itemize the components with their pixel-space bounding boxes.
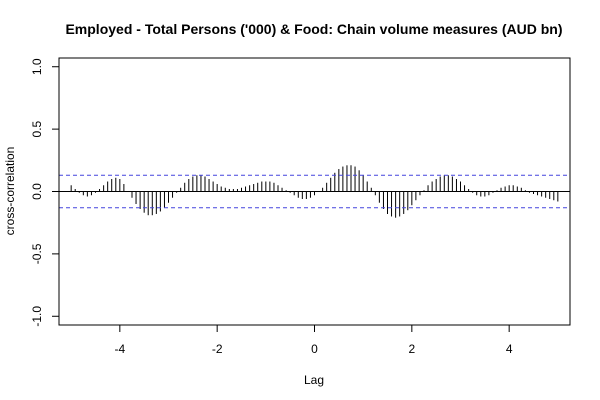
x-axis-label: Lag (304, 373, 324, 387)
y-tick-label: 0.5 (30, 120, 44, 137)
x-tick-label: 2 (408, 342, 415, 356)
y-axis: -1.0 -0.5 0.0 0.5 1.0 (30, 58, 60, 327)
x-tick-label: -4 (114, 342, 125, 356)
y-tick-label: 1.0 (30, 58, 44, 75)
y-tick-label: 0.0 (30, 183, 44, 200)
chart-title: Employed - Total Persons ('000) & Food: … (65, 21, 562, 37)
x-tick-label: 4 (506, 342, 513, 356)
x-tick-label: 0 (311, 342, 318, 356)
x-tick-label: -2 (212, 342, 223, 356)
ccf-bars (70, 165, 559, 218)
y-axis-label: cross-correlation (3, 147, 17, 236)
y-tick-label: -1.0 (30, 306, 44, 327)
x-axis: -4 -2 0 2 4 (114, 324, 513, 356)
y-tick-label: -0.5 (30, 243, 44, 264)
